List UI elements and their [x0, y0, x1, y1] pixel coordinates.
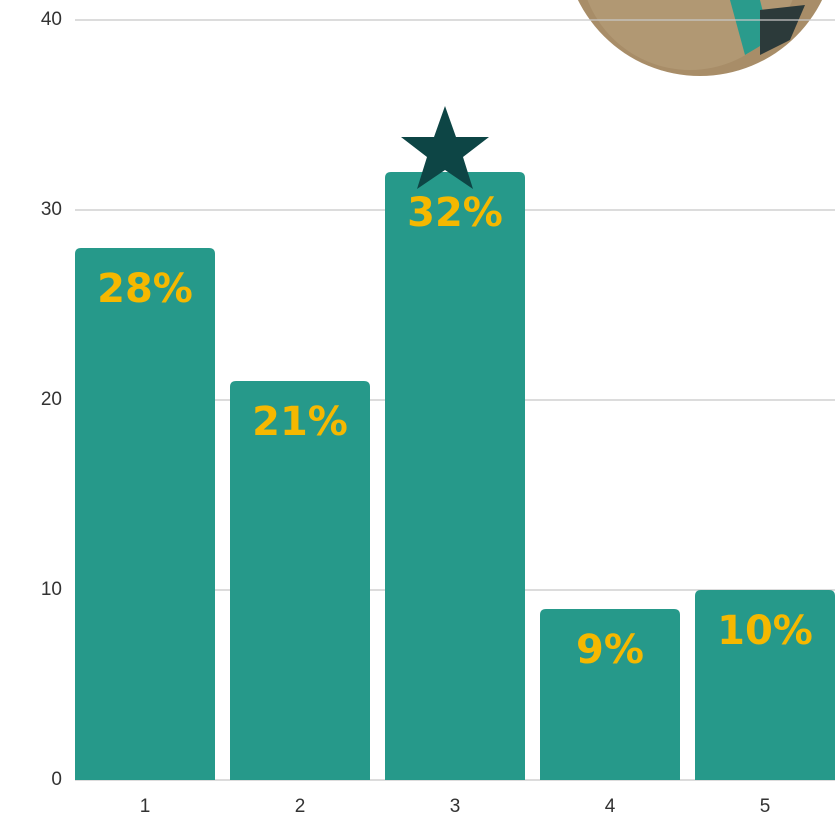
- value-label: 10%: [717, 608, 813, 654]
- photo: [577, 0, 823, 76]
- value-label: 9%: [576, 627, 644, 673]
- star: [401, 106, 489, 189]
- x-tick-label: 1: [140, 796, 151, 817]
- x-tick-label: 5: [760, 796, 771, 817]
- bar: [695, 590, 835, 780]
- value-label: 28%: [97, 266, 193, 312]
- bar: [75, 248, 215, 780]
- y-tick-label: 40: [41, 9, 62, 30]
- x-tick-label: 3: [450, 796, 461, 817]
- bar: [230, 381, 370, 780]
- y-tick-label: 0: [51, 769, 62, 790]
- y-tick-label: 10: [41, 579, 62, 600]
- y-tick-label: 30: [41, 199, 62, 220]
- value-label: 32%: [407, 190, 503, 236]
- value-label: 21%: [252, 399, 348, 445]
- y-tick-label: 20: [41, 389, 62, 410]
- bar: [540, 609, 680, 780]
- x-tick-label: 2: [295, 796, 306, 817]
- x-tick-label: 4: [605, 796, 616, 817]
- bar: [385, 172, 525, 780]
- bars: 1 28% 2 21% 3 32% 4 9% 5 10%: [75, 172, 835, 817]
